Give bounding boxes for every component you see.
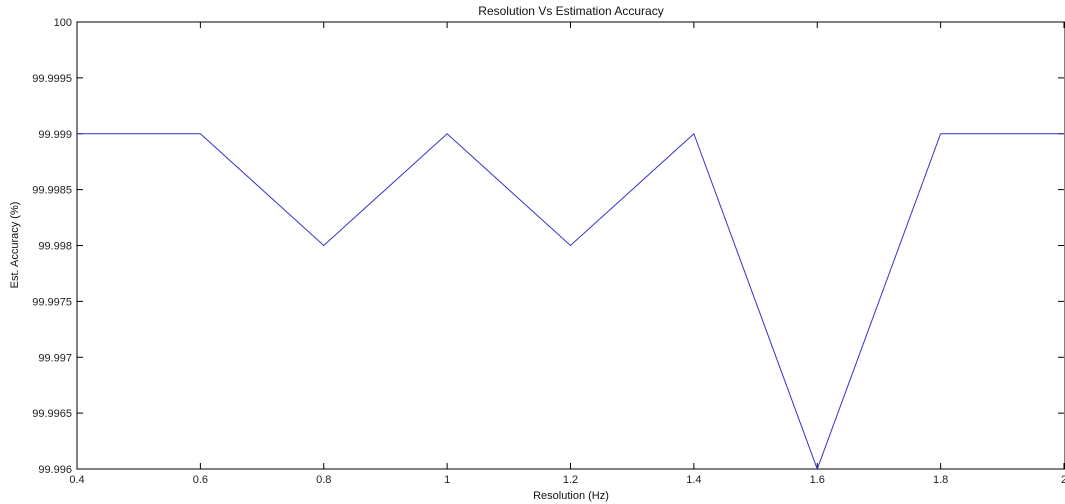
plot-area-frame [76,21,1065,470]
y-tick-label: 100 [54,17,72,29]
y-tick-label: 99.9995 [32,73,72,85]
tick-labels: 0.4 0.6 0.8 1 1.2 1.4 1.6 1.8 2 99.996 99.9965 99.9… [32,17,1065,486]
x-tick-label: 1.2 [563,474,578,486]
x-tick-label: 0.6 [193,474,208,486]
x-tick-label: 1.4 [686,474,701,486]
x-axis-label: Resolution (Hz) [533,490,609,502]
y-tick-label: 99.9975 [32,296,72,308]
x-tick-label: 0.8 [316,474,331,486]
x-tick-label: 1.6 [810,474,825,486]
y-tick-label: 99.9965 [32,408,72,420]
chart-title: Resolution Vs Estimation Accuracy [478,4,663,18]
y-axis-label: Est. Accuracy (%) [9,202,21,289]
y-tick-label: 99.996 [38,464,72,476]
axis-ticks [76,21,1065,470]
y-tick-label: 99.999 [38,129,72,141]
x-tick-label: 2 [1061,474,1065,486]
y-tick-label: 99.997 [38,352,72,364]
x-tick-label: 1.8 [933,474,948,486]
y-tick-label: 99.9985 [32,185,72,197]
series-line [77,132,1064,471]
x-tick-label: 0.4 [69,474,84,486]
x-tick-label: 1 [444,474,450,486]
y-tick-label: 99.998 [38,241,72,253]
